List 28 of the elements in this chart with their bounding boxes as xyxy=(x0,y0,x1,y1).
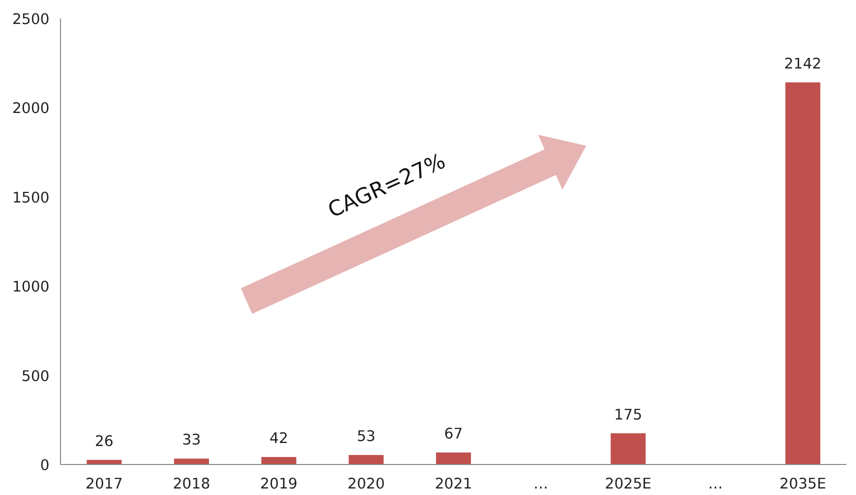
bar xyxy=(348,455,384,464)
data-label: 67 xyxy=(444,426,463,443)
data-label: 2142 xyxy=(784,55,822,72)
data-label: 26 xyxy=(94,432,114,450)
bar xyxy=(610,433,646,464)
x-tick-label: 2021 xyxy=(434,476,472,492)
data-label: 175 xyxy=(614,406,642,424)
x-tick-label: … xyxy=(708,476,723,492)
bar xyxy=(785,82,820,464)
y-tick-label: 1500 xyxy=(12,189,50,206)
bar xyxy=(174,458,209,464)
data-label: 33 xyxy=(182,432,201,449)
y-tick-label: 1000 xyxy=(12,278,50,296)
x-tick-label: 2025E xyxy=(604,476,652,492)
y-tick-label: 0 xyxy=(40,457,50,474)
data-label: 42 xyxy=(270,430,288,448)
x-tick-label: … xyxy=(534,476,548,492)
bar xyxy=(436,452,471,464)
x-tick-label: 2035E xyxy=(780,476,826,492)
x-tick-label: 2020 xyxy=(348,476,385,492)
x-tick-label: 2018 xyxy=(172,476,210,492)
y-tick-label: 2000 xyxy=(12,100,50,118)
data-label: 53 xyxy=(356,428,376,446)
x-tick-label: 2017 xyxy=(86,476,123,492)
bar xyxy=(261,457,296,464)
x-tick-label: 2019 xyxy=(260,476,298,492)
y-tick-label: 2500 xyxy=(12,11,50,28)
y-tick-label: 500 xyxy=(22,368,50,385)
